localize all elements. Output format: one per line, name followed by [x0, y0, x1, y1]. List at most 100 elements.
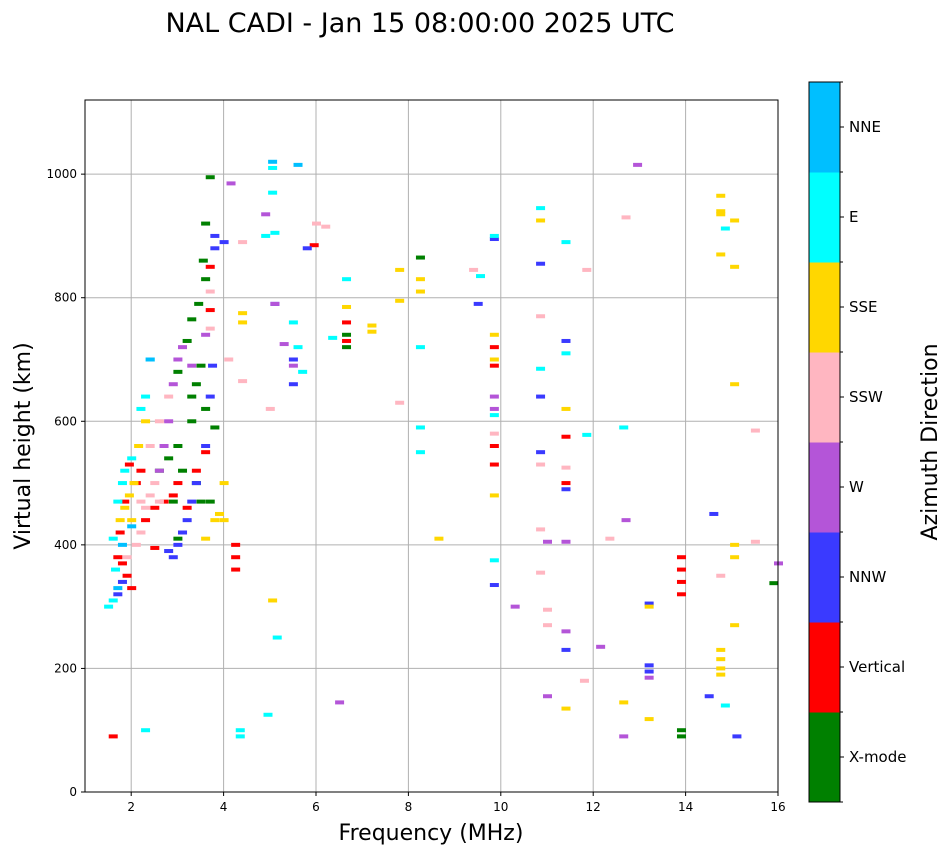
x-tick-label: 2 — [127, 800, 135, 814]
echo-point — [231, 542, 241, 547]
echo-point — [342, 304, 352, 309]
echo-point — [113, 586, 123, 591]
echo-point — [187, 394, 197, 399]
echo-point — [321, 224, 331, 229]
echo-point — [489, 345, 499, 350]
echo-point — [716, 573, 726, 578]
series-x-mode — [154, 175, 779, 739]
echo-point — [342, 332, 352, 337]
echo-point — [716, 666, 726, 671]
echo-point — [145, 444, 155, 448]
echo-point — [342, 320, 352, 325]
echo-point — [750, 539, 760, 544]
echo-point — [582, 267, 592, 272]
echo-point — [543, 623, 552, 628]
echo-point — [676, 555, 686, 560]
echo-point — [238, 311, 248, 316]
echo-point — [730, 382, 740, 387]
echo-point — [561, 351, 571, 356]
echo-point — [288, 320, 298, 325]
echo-point — [730, 623, 740, 628]
echo-point — [619, 700, 629, 705]
y-axis-ticks: 0 200 400 600 800 1000 — [46, 167, 85, 799]
echo-point — [476, 274, 486, 279]
echo-point — [265, 406, 275, 411]
echo-point — [117, 561, 127, 566]
echo-point — [489, 363, 499, 368]
echo-point — [226, 181, 236, 186]
echo-point — [191, 468, 201, 473]
echo-point — [489, 444, 499, 448]
echo-point — [342, 338, 352, 343]
echo-point — [730, 264, 740, 269]
echo-point — [489, 406, 499, 411]
echo-point — [115, 518, 125, 523]
echo-point — [124, 493, 134, 498]
echo-point — [159, 444, 169, 448]
echo-point — [134, 444, 144, 448]
y-tick-label: 0 — [69, 785, 77, 799]
echo-point — [288, 382, 298, 387]
echo-point — [196, 499, 206, 504]
echo-point — [716, 212, 726, 217]
echo-point — [261, 233, 271, 238]
echo-point — [644, 601, 654, 606]
echo-point — [214, 511, 224, 516]
echo-point — [173, 542, 183, 547]
echo-point — [219, 481, 229, 486]
echo-point — [536, 570, 546, 575]
series-nnw — [113, 233, 742, 739]
echo-point — [335, 700, 345, 705]
echo-point — [644, 604, 654, 609]
echo-point — [173, 369, 183, 374]
echo-point — [293, 345, 303, 350]
echo-point — [543, 539, 552, 544]
echo-point — [769, 581, 779, 586]
echo-point — [205, 499, 215, 504]
echo-point — [120, 499, 130, 504]
plot-area: 2 4 6 8 10 12 14 16 0 200 400 600 800 1000 — [46, 99, 786, 814]
echo-point — [536, 394, 546, 399]
echo-point — [205, 326, 215, 331]
y-tick-label: 200 — [54, 661, 77, 675]
echo-point — [187, 419, 197, 424]
echo-point — [113, 499, 123, 504]
echo-point — [704, 694, 714, 699]
colorbar-segment — [809, 622, 840, 713]
echo-point — [178, 345, 188, 350]
echo-point — [716, 647, 726, 652]
echo-point — [730, 218, 740, 223]
plot-background — [85, 100, 778, 792]
echo-point — [145, 357, 155, 362]
echo-point — [219, 240, 229, 245]
x-tick-label: 4 — [220, 800, 228, 814]
echo-point — [415, 450, 425, 455]
echo-point — [415, 289, 425, 294]
echo-point — [489, 493, 499, 498]
echo-point — [644, 675, 654, 680]
echo-point — [154, 419, 164, 424]
echo-point — [224, 357, 234, 362]
echo-point — [210, 233, 220, 238]
grid — [85, 100, 779, 793]
echo-point — [173, 357, 183, 362]
colorbar-segment — [809, 82, 840, 173]
echo-point — [605, 536, 615, 541]
echo-point — [210, 518, 220, 523]
series-ssw — [122, 215, 760, 683]
echo-point — [561, 647, 571, 652]
echo-point — [129, 481, 139, 486]
x-tick-label: 16 — [770, 800, 785, 814]
echo-point — [272, 635, 282, 640]
echo-point — [201, 444, 211, 448]
echo-point — [235, 734, 245, 739]
echo-point — [415, 277, 425, 282]
echo-point — [395, 400, 405, 405]
echo-point — [415, 345, 425, 350]
echo-point — [168, 493, 178, 498]
echo-point — [150, 481, 160, 486]
echo-point — [194, 301, 204, 306]
echo-point — [561, 487, 571, 492]
echo-point — [141, 419, 151, 424]
echo-point — [561, 338, 571, 343]
